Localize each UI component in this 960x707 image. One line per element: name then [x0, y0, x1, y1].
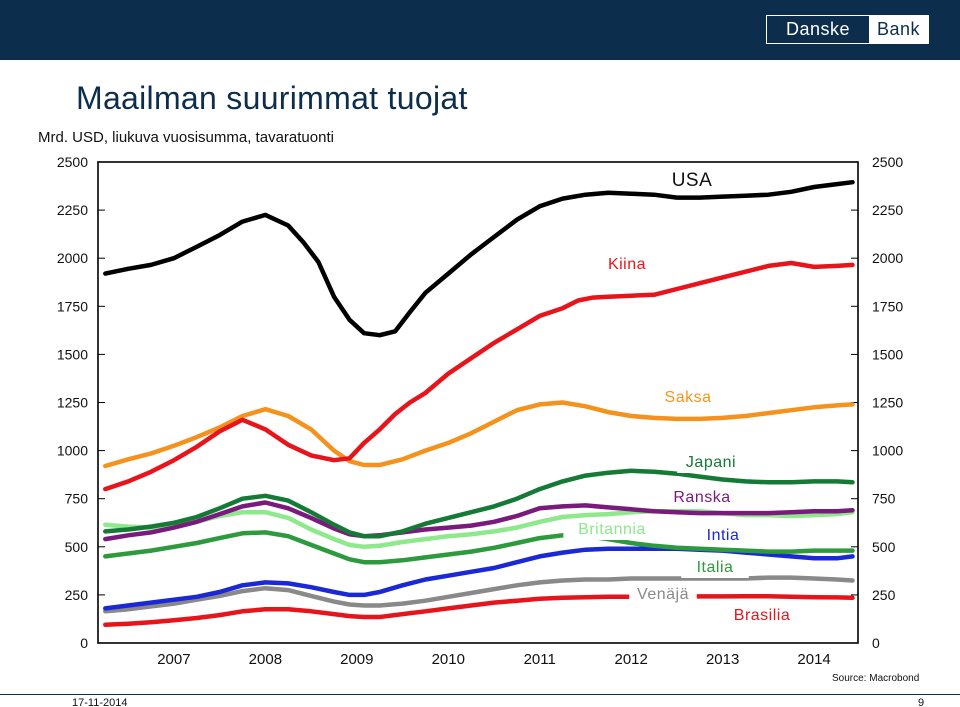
footer-divider: [0, 694, 960, 695]
series-line-japani: [103, 468, 855, 539]
series-label-intia: Intia: [707, 527, 740, 544]
y-tick-label-left: 1250: [57, 395, 88, 411]
y-tick-label-right: 1750: [872, 298, 903, 314]
series-line-saksa: [103, 400, 855, 469]
y-tick-label-right: 500: [872, 539, 896, 555]
x-tick-label: 2009: [340, 651, 373, 668]
series-label-bg-britannia: [563, 519, 661, 540]
series-label-kiina: Kiina: [608, 256, 646, 273]
danske-bank-logo: Danske Bank: [766, 15, 929, 44]
series-label-bg-intia: [694, 525, 752, 546]
header-bar: Danske Bank: [0, 0, 960, 60]
series-label-usa: USA: [672, 170, 713, 191]
source-note: Source: Macrobond: [832, 673, 920, 684]
series-line-brasilia: [103, 593, 855, 627]
x-tick-label: 2013: [706, 651, 739, 668]
x-tick-label: 2010: [432, 651, 465, 668]
series-label-bg-ranska: [668, 487, 736, 508]
y-tick-label-left: 1000: [57, 443, 88, 459]
series-label-saksa: Saksa: [665, 389, 712, 406]
series-label-britannia: Britannia: [578, 521, 646, 538]
y-tick-label-right: 0: [872, 635, 880, 651]
import-volume-chart: 0 0 250 250 500 500 750 750 1000 1000 1250 1250 1500…: [57, 154, 904, 668]
x-tick-label: 2008: [249, 651, 282, 668]
y-tick-label-right: 250: [872, 587, 896, 603]
logo-text-right: Bank: [869, 16, 928, 43]
y-tick-label-left: 0: [80, 635, 88, 651]
series-line-usa: [103, 179, 855, 338]
series-label-bg-japani: [677, 452, 745, 473]
y-tick-label-left: 2500: [57, 154, 88, 170]
series-label-bg-saksa: [659, 387, 717, 408]
series-label-italia: Italia: [697, 559, 734, 576]
y-tick-label-left: 500: [65, 539, 89, 555]
y-tick-label-left: 1500: [57, 346, 88, 362]
y-tick-label-left: 2250: [57, 202, 88, 218]
series-label-japani: Japani: [686, 454, 736, 471]
y-tick-label-right: 750: [872, 491, 896, 507]
x-tick-label: 2014: [797, 651, 830, 668]
y-tick-label-right: 2250: [872, 202, 903, 218]
page-title: Maailman suurimmat tuojat: [76, 80, 468, 116]
series-label-brasilia: Brasilia: [734, 607, 790, 624]
series-line-venajä: [103, 575, 855, 614]
series-line-ranska: [103, 500, 855, 542]
series-label-venajä: Venäjä: [637, 586, 689, 603]
y-tick-label-left: 250: [65, 587, 89, 603]
chart-subtitle: Mrd. USD, liukuva vuosisumma, tavaratuon…: [38, 129, 334, 146]
series-label-bg-venajä: [629, 584, 697, 605]
series-label-bg-brasilia: [718, 605, 806, 626]
series-label-bg-kiina: [598, 254, 656, 275]
x-tick-label: 2007: [157, 651, 190, 668]
series-line-kiina: [103, 260, 855, 492]
logo-text-left: Danske: [767, 16, 869, 43]
y-tick-label-left: 750: [65, 491, 89, 507]
page-number: 9: [918, 697, 925, 707]
series-label-ranska: Ranska: [673, 489, 730, 506]
y-tick-label-left: 1750: [57, 298, 88, 314]
y-tick-label-right: 1250: [872, 395, 903, 411]
series-label-bg-italia: [681, 557, 749, 578]
series-line-italia: [103, 530, 855, 565]
y-tick-label-right: 2500: [872, 154, 903, 170]
y-tick-label-left: 2000: [57, 250, 88, 266]
y-tick-label-right: 2000: [872, 250, 903, 266]
x-tick-label: 2011: [524, 651, 556, 668]
footer-date: 17-11-2014: [72, 697, 128, 707]
y-tick-label-right: 1000: [872, 443, 903, 459]
x-tick-label: 2012: [615, 651, 648, 668]
y-tick-label-right: 1500: [872, 346, 903, 362]
